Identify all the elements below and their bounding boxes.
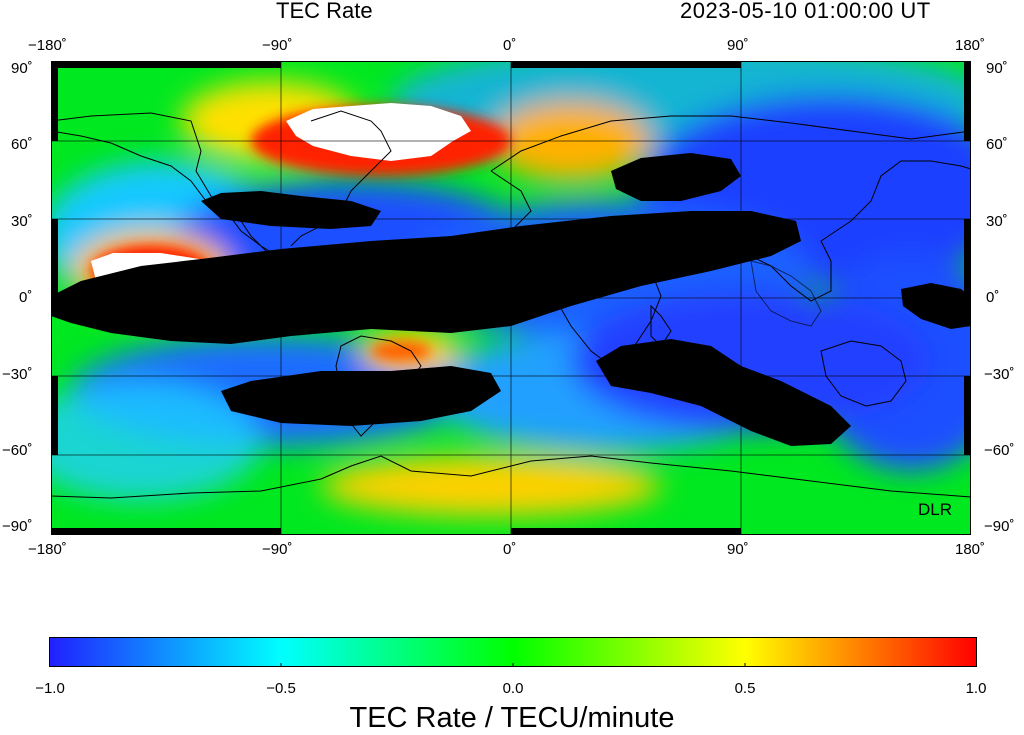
colorbar-tick: 0.0 — [502, 680, 524, 697]
map-title: TEC Rate — [276, 0, 373, 23]
left-lat-tick: −90˚ — [2, 518, 33, 535]
colorbar-tick: −1.0 — [35, 680, 65, 697]
colorbar-title: TEC Rate / TECU/minute — [349, 702, 675, 734]
right-lat-tick: 0˚ — [986, 289, 1000, 306]
colorbar-tick: 1.0 — [965, 680, 987, 697]
top-lon-tick: −90˚ — [262, 37, 293, 54]
right-lat-tick: 60˚ — [986, 136, 1008, 153]
right-lat-tick: −60˚ — [984, 442, 1015, 459]
bottom-lon-tick: 0˚ — [503, 541, 517, 558]
saturated-black-regions — [51, 153, 971, 446]
right-lat-tick: 30˚ — [986, 213, 1008, 230]
top-lon-tick: −180˚ — [28, 37, 67, 54]
left-lat-tick: 60˚ — [11, 136, 33, 153]
left-lat-tick: −60˚ — [2, 442, 33, 459]
graticule — [51, 61, 971, 535]
bottom-lon-tick: −180˚ — [28, 541, 67, 558]
right-lat-tick: −30˚ — [984, 366, 1015, 383]
left-lat-tick: 30˚ — [11, 213, 33, 230]
saturated-white-region — [286, 103, 471, 161]
bottom-lon-tick: 180˚ — [955, 541, 986, 558]
top-lon-tick: 90˚ — [727, 37, 749, 54]
colorbar-tick: −0.5 — [266, 680, 296, 697]
coastlines — [51, 110, 971, 499]
left-lat-tick: 90˚ — [11, 60, 33, 77]
right-lat-tick: −90˚ — [984, 518, 1015, 535]
timestamp-label: 2023-05-10 01:00:00 UT — [680, 0, 931, 23]
left-lat-tick: −30˚ — [2, 366, 33, 383]
top-lon-tick: 0˚ — [503, 37, 517, 54]
map-frame-bars — [51, 61, 971, 535]
credit-label: DLR — [918, 500, 953, 519]
colorbar — [49, 637, 977, 667]
bottom-lon-tick: −90˚ — [262, 541, 293, 558]
right-lat-tick: 90˚ — [986, 60, 1008, 77]
top-lon-tick: 180˚ — [955, 37, 986, 54]
tec-rate-map — [51, 61, 971, 535]
left-lat-tick: 0˚ — [19, 289, 33, 306]
colorbar-tick: 0.5 — [734, 680, 756, 697]
bottom-lon-tick: 90˚ — [727, 541, 749, 558]
